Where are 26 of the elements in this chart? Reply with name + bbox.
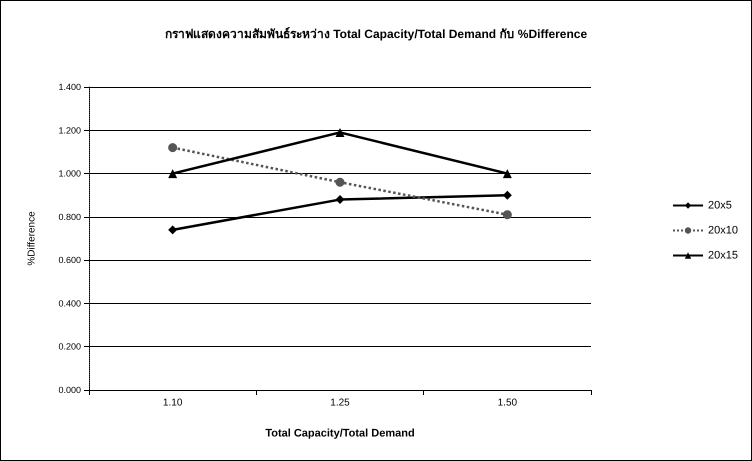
y-tick-label: 0.200	[58, 342, 81, 352]
x-tick-label: 1.25	[330, 398, 350, 408]
point	[502, 190, 512, 200]
point	[502, 210, 512, 220]
y-tick-label: 0.000	[58, 385, 81, 395]
point	[336, 195, 344, 204]
y-axis-title: %Difference	[26, 210, 38, 266]
chart-title: กราฟแสดงความสัมพันธ์ระหว่าง Total Capacity/Total Demand กับ %Difference	[164, 27, 588, 41]
y-tick-label: 1.400	[58, 82, 81, 92]
point	[502, 169, 512, 178]
y-tick-label: 0.400	[58, 298, 81, 308]
x-tick-label: 1.10	[162, 398, 183, 408]
point	[168, 169, 178, 178]
x-axis-title: Total Capacity/Total Demand	[265, 428, 415, 440]
y-tick-label: 0.800	[58, 212, 81, 222]
point	[168, 143, 178, 152]
point	[336, 128, 344, 137]
y-tick-label: 0.600	[58, 255, 81, 266]
point	[168, 225, 178, 234]
x-tick-label: 1.50	[498, 398, 518, 408]
legend-label: 20x10	[708, 224, 738, 236]
legend-label: 20x5	[708, 200, 732, 212]
point	[336, 178, 344, 187]
y-tick-label: 1.200	[58, 125, 81, 136]
y-tick-label: 1.000	[58, 168, 81, 179]
legend-label: 20x15	[708, 250, 738, 262]
